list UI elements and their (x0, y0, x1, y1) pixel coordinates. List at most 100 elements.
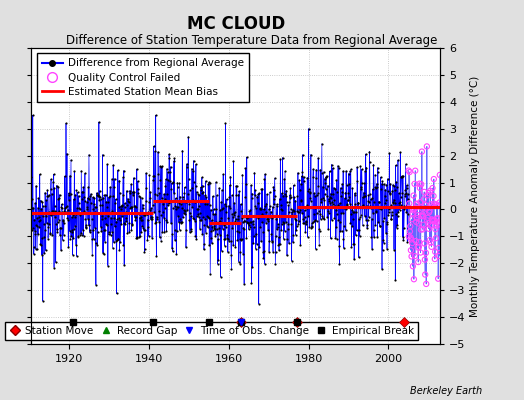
Point (57, 204, 66, 210)
Point (329, 191, 337, 197)
Point (119, 174, 127, 180)
Point (214, 224, 223, 231)
Point (278, 154, 287, 161)
Point (223, 196, 231, 202)
Point (259, 254, 268, 261)
Point (337, 210, 346, 217)
Point (26, 190, 34, 196)
Point (311, 205, 320, 212)
Point (49, 208, 57, 214)
Point (370, 184, 379, 190)
Point (206, 270, 214, 277)
Point (175, 180, 183, 186)
Point (44, 235, 52, 242)
Point (95, 197, 103, 204)
Point (300, 214, 309, 220)
Point (72, 187, 81, 194)
Point (108, 193, 117, 199)
Point (74, 234, 82, 240)
Point (177, 201, 185, 207)
Point (77, 168, 85, 174)
Point (282, 199, 291, 205)
Point (261, 202, 269, 209)
Point (390, 200, 399, 206)
Point (239, 226, 248, 232)
Point (82, 222, 91, 229)
Point (308, 223, 316, 229)
Point (414, 212, 422, 218)
Point (301, 218, 310, 225)
Point (315, 211, 324, 217)
Point (334, 217, 343, 223)
Point (296, 206, 304, 213)
Point (102, 199, 111, 205)
Point (386, 180, 395, 187)
Point (339, 235, 347, 242)
Point (96, 223, 105, 230)
Point (393, 222, 401, 228)
Point (271, 261, 279, 267)
Point (130, 214, 139, 220)
Point (139, 205, 147, 211)
Point (315, 226, 323, 232)
Point (31, 231, 40, 238)
Point (113, 216, 122, 222)
Point (141, 227, 149, 233)
Point (51, 208, 60, 214)
Point (410, 181, 419, 187)
Point (233, 236, 242, 243)
Point (155, 208, 163, 214)
Point (164, 177, 172, 184)
Point (389, 182, 397, 188)
Point (165, 151, 173, 158)
Point (206, 180, 214, 186)
Point (185, 229, 194, 236)
Point (237, 201, 245, 207)
Point (39, 220, 48, 227)
Point (158, 195, 166, 201)
Point (63, 215, 71, 221)
Point (427, 239, 435, 246)
Point (434, 276, 442, 282)
Point (378, 247, 387, 254)
Point (291, 197, 300, 204)
Point (405, 234, 413, 240)
Point (200, 246, 208, 252)
Point (123, 202, 132, 208)
Point (361, 193, 369, 199)
Point (54, 216, 63, 223)
Point (151, 112, 160, 118)
Point (96, 194, 104, 201)
Point (240, 280, 248, 287)
Point (169, 178, 178, 185)
Point (283, 236, 291, 242)
Point (382, 181, 390, 188)
Point (230, 200, 238, 206)
Point (81, 224, 90, 230)
Point (32, 214, 41, 221)
Point (103, 161, 112, 168)
Point (356, 163, 365, 169)
Point (323, 193, 331, 199)
Point (117, 221, 126, 227)
Point (100, 250, 108, 257)
Point (399, 172, 407, 179)
Point (71, 242, 80, 248)
Point (254, 215, 262, 221)
Point (204, 214, 212, 220)
Point (83, 204, 92, 210)
Point (308, 220, 316, 226)
Point (353, 177, 362, 184)
Point (75, 206, 84, 212)
Point (290, 208, 298, 214)
Point (377, 206, 386, 212)
Point (378, 266, 386, 272)
Point (78, 188, 86, 195)
Point (252, 246, 260, 252)
Point (268, 239, 277, 245)
Point (184, 198, 192, 204)
Point (314, 208, 323, 214)
Point (428, 217, 436, 224)
Point (48, 232, 57, 238)
Point (416, 199, 424, 205)
